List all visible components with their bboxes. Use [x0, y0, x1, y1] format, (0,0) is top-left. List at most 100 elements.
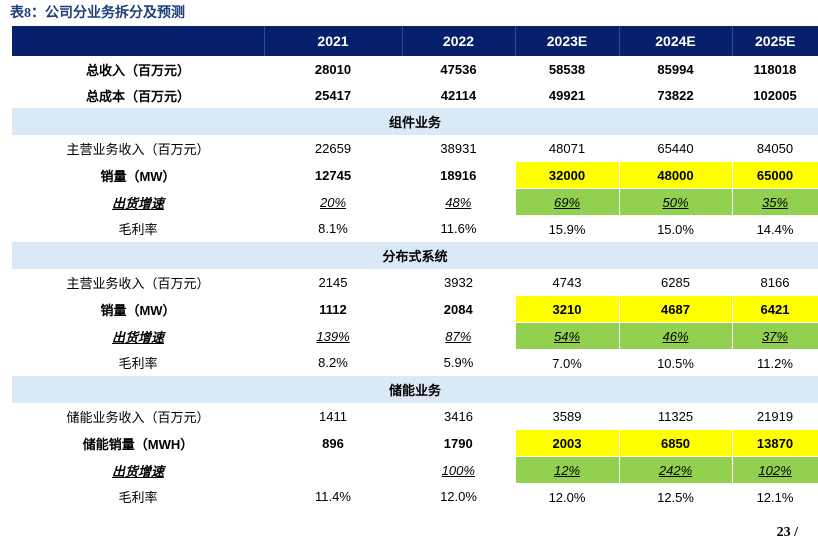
row-label-cell: 销量（MW）	[100, 168, 176, 184]
table-row: 主营业务收入（百万元） 2145 3932 4743 6285 8166	[12, 269, 818, 296]
value-cell: 58538	[548, 61, 586, 77]
value-cell: 10.5%	[657, 355, 694, 371]
value-cell: 12.0%	[548, 489, 586, 505]
value-cell: 48%	[445, 194, 472, 210]
section-label: 储能业务	[12, 376, 818, 403]
value-cell: 11.2%	[757, 355, 793, 371]
row-label-cell: 毛利率	[118, 490, 158, 506]
value-cell: 102005	[753, 87, 797, 103]
value-cell: 11.6%	[440, 221, 477, 237]
value-cell: 6421	[731, 295, 818, 323]
value-cell: 2084	[443, 301, 473, 317]
value-cell: 69%	[514, 188, 620, 216]
value-cell: 12%	[514, 456, 620, 484]
value-cell: 21919	[756, 408, 794, 424]
value-cell: 100%	[441, 462, 475, 478]
value-cell: 38931	[440, 140, 477, 156]
value-cell: 8166	[760, 274, 790, 290]
row-label-cell: 毛利率	[118, 222, 158, 238]
value-cell: 4743	[552, 274, 582, 290]
value-cell: 8.1%	[318, 221, 348, 237]
table-row: 主营业务收入（百万元） 22659 38931 48071 65440 84050	[12, 135, 818, 162]
value-cell: 37%	[731, 322, 818, 350]
value-cell: 1112	[319, 301, 347, 317]
row-label-cell: 总收入（百万元）	[85, 62, 190, 78]
value-cell: 65440	[657, 140, 694, 156]
page-number: 23 /	[776, 525, 798, 540]
section-label: 分布式系统	[12, 242, 818, 269]
table-row: 毛利率 8.2% 5.9% 7.0% 10.5% 11.2%	[12, 350, 818, 377]
value-cell: 242%	[618, 456, 733, 484]
table-row: 销量（MW） 1112 2084 3210 4687 6421	[12, 295, 818, 323]
value-cell: 87%	[445, 328, 472, 344]
value-cell: 22659	[314, 140, 352, 156]
value-cell: 1790	[443, 435, 473, 451]
value-cell: 12.1%	[756, 489, 794, 505]
table-row: 总收入（百万元） 28010 47536 58538 85994 118018	[12, 56, 818, 82]
value-cell: 2145	[318, 274, 348, 290]
table-row: 出货增速 139% 87% 54% 46% 37%	[12, 322, 818, 350]
row-label-cell: 主营业务收入（百万元）	[66, 275, 210, 291]
value-cell: 12.0%	[440, 489, 477, 505]
header-cell-year: 2024E	[618, 26, 732, 56]
table-row: 储能销量（MWH） 896 1790 2003 6850 13870	[12, 429, 818, 457]
value-cell: 6850	[618, 429, 733, 457]
table-row: 毛利率 8.1% 11.6% 15.9% 15.0% 14.4%	[12, 216, 818, 243]
table-row: 毛利率 11.4% 12.0% 12.0% 12.5% 12.1%	[12, 484, 818, 511]
value-cell: 12745	[314, 167, 352, 183]
row-label-cell: 储能销量（MWH）	[82, 436, 194, 452]
value-cell: 42114	[440, 87, 477, 103]
value-cell: 85994	[657, 61, 694, 77]
value-cell: 3416	[444, 408, 473, 424]
value-cell: 11325	[657, 408, 694, 424]
header-cell-label	[12, 26, 264, 56]
value-cell: 14.4%	[756, 221, 794, 237]
value-cell: 15.0%	[657, 221, 694, 237]
table-row: 出货增速 20% 48% 69% 50% 35%	[12, 188, 818, 216]
value-cell: 896	[322, 435, 344, 451]
section-header-row: 分布式系统	[12, 242, 818, 269]
value-cell: 48000	[618, 161, 733, 189]
value-cell: 8.2%	[318, 355, 348, 371]
value-cell: 3589	[552, 408, 582, 424]
section-header-row: 组件业务	[12, 108, 818, 135]
value-cell: 73822	[657, 87, 694, 103]
value-cell	[264, 457, 402, 484]
row-label-cell: 出货增速	[111, 463, 164, 479]
value-cell: 3932	[444, 274, 473, 290]
table-caption: 表8：公司分业务拆分及预测	[10, 6, 185, 21]
table-body: 总收入（百万元） 28010 47536 58538 85994 118018 总成本（百万…	[12, 56, 818, 510]
value-cell: 12.5%	[657, 489, 694, 505]
value-cell: 102%	[731, 456, 818, 484]
table-row: 总成本（百万元） 25417 42114 49921 73822 102005	[12, 82, 818, 108]
table-row: 出货增速 100% 12% 242% 102%	[12, 456, 818, 484]
header-cell-year: 2023E	[514, 26, 619, 56]
row-label-cell: 出货增速	[111, 329, 164, 345]
value-cell: 50%	[618, 188, 733, 216]
value-cell: 2003	[514, 429, 620, 457]
value-cell: 46%	[618, 322, 733, 350]
header-row: 2021 2022 2023E 2024E 2025E	[12, 26, 818, 56]
value-cell: 13870	[731, 429, 818, 457]
forecast-table: 2021 2022 2023E 2024E 2025E 总收入（百万元） 28010 475…	[12, 26, 818, 510]
value-cell: 20%	[319, 194, 347, 210]
value-cell: 11.4%	[315, 489, 351, 505]
value-cell: 7.0%	[552, 355, 582, 371]
header-cell-year: 2021	[263, 26, 402, 56]
row-label-cell: 毛利率	[118, 356, 158, 372]
value-cell: 35%	[731, 188, 818, 216]
value-cell: 54%	[514, 322, 620, 350]
value-cell: 118018	[753, 61, 797, 77]
value-cell: 25417	[314, 87, 352, 103]
value-cell: 18916	[440, 167, 477, 183]
row-label-cell: 销量（MW）	[100, 302, 176, 318]
value-cell: 4687	[618, 295, 733, 323]
header-cell-year: 2025E	[731, 26, 818, 56]
table-row: 销量（MW） 12745 18916 32000 48000 65000	[12, 161, 818, 189]
section-label: 组件业务	[12, 108, 818, 135]
value-cell: 47536	[440, 61, 477, 77]
value-cell: 1411	[319, 408, 347, 424]
value-cell: 15.9%	[548, 221, 586, 237]
value-cell: 48071	[548, 140, 586, 156]
value-cell: 32000	[514, 161, 620, 189]
